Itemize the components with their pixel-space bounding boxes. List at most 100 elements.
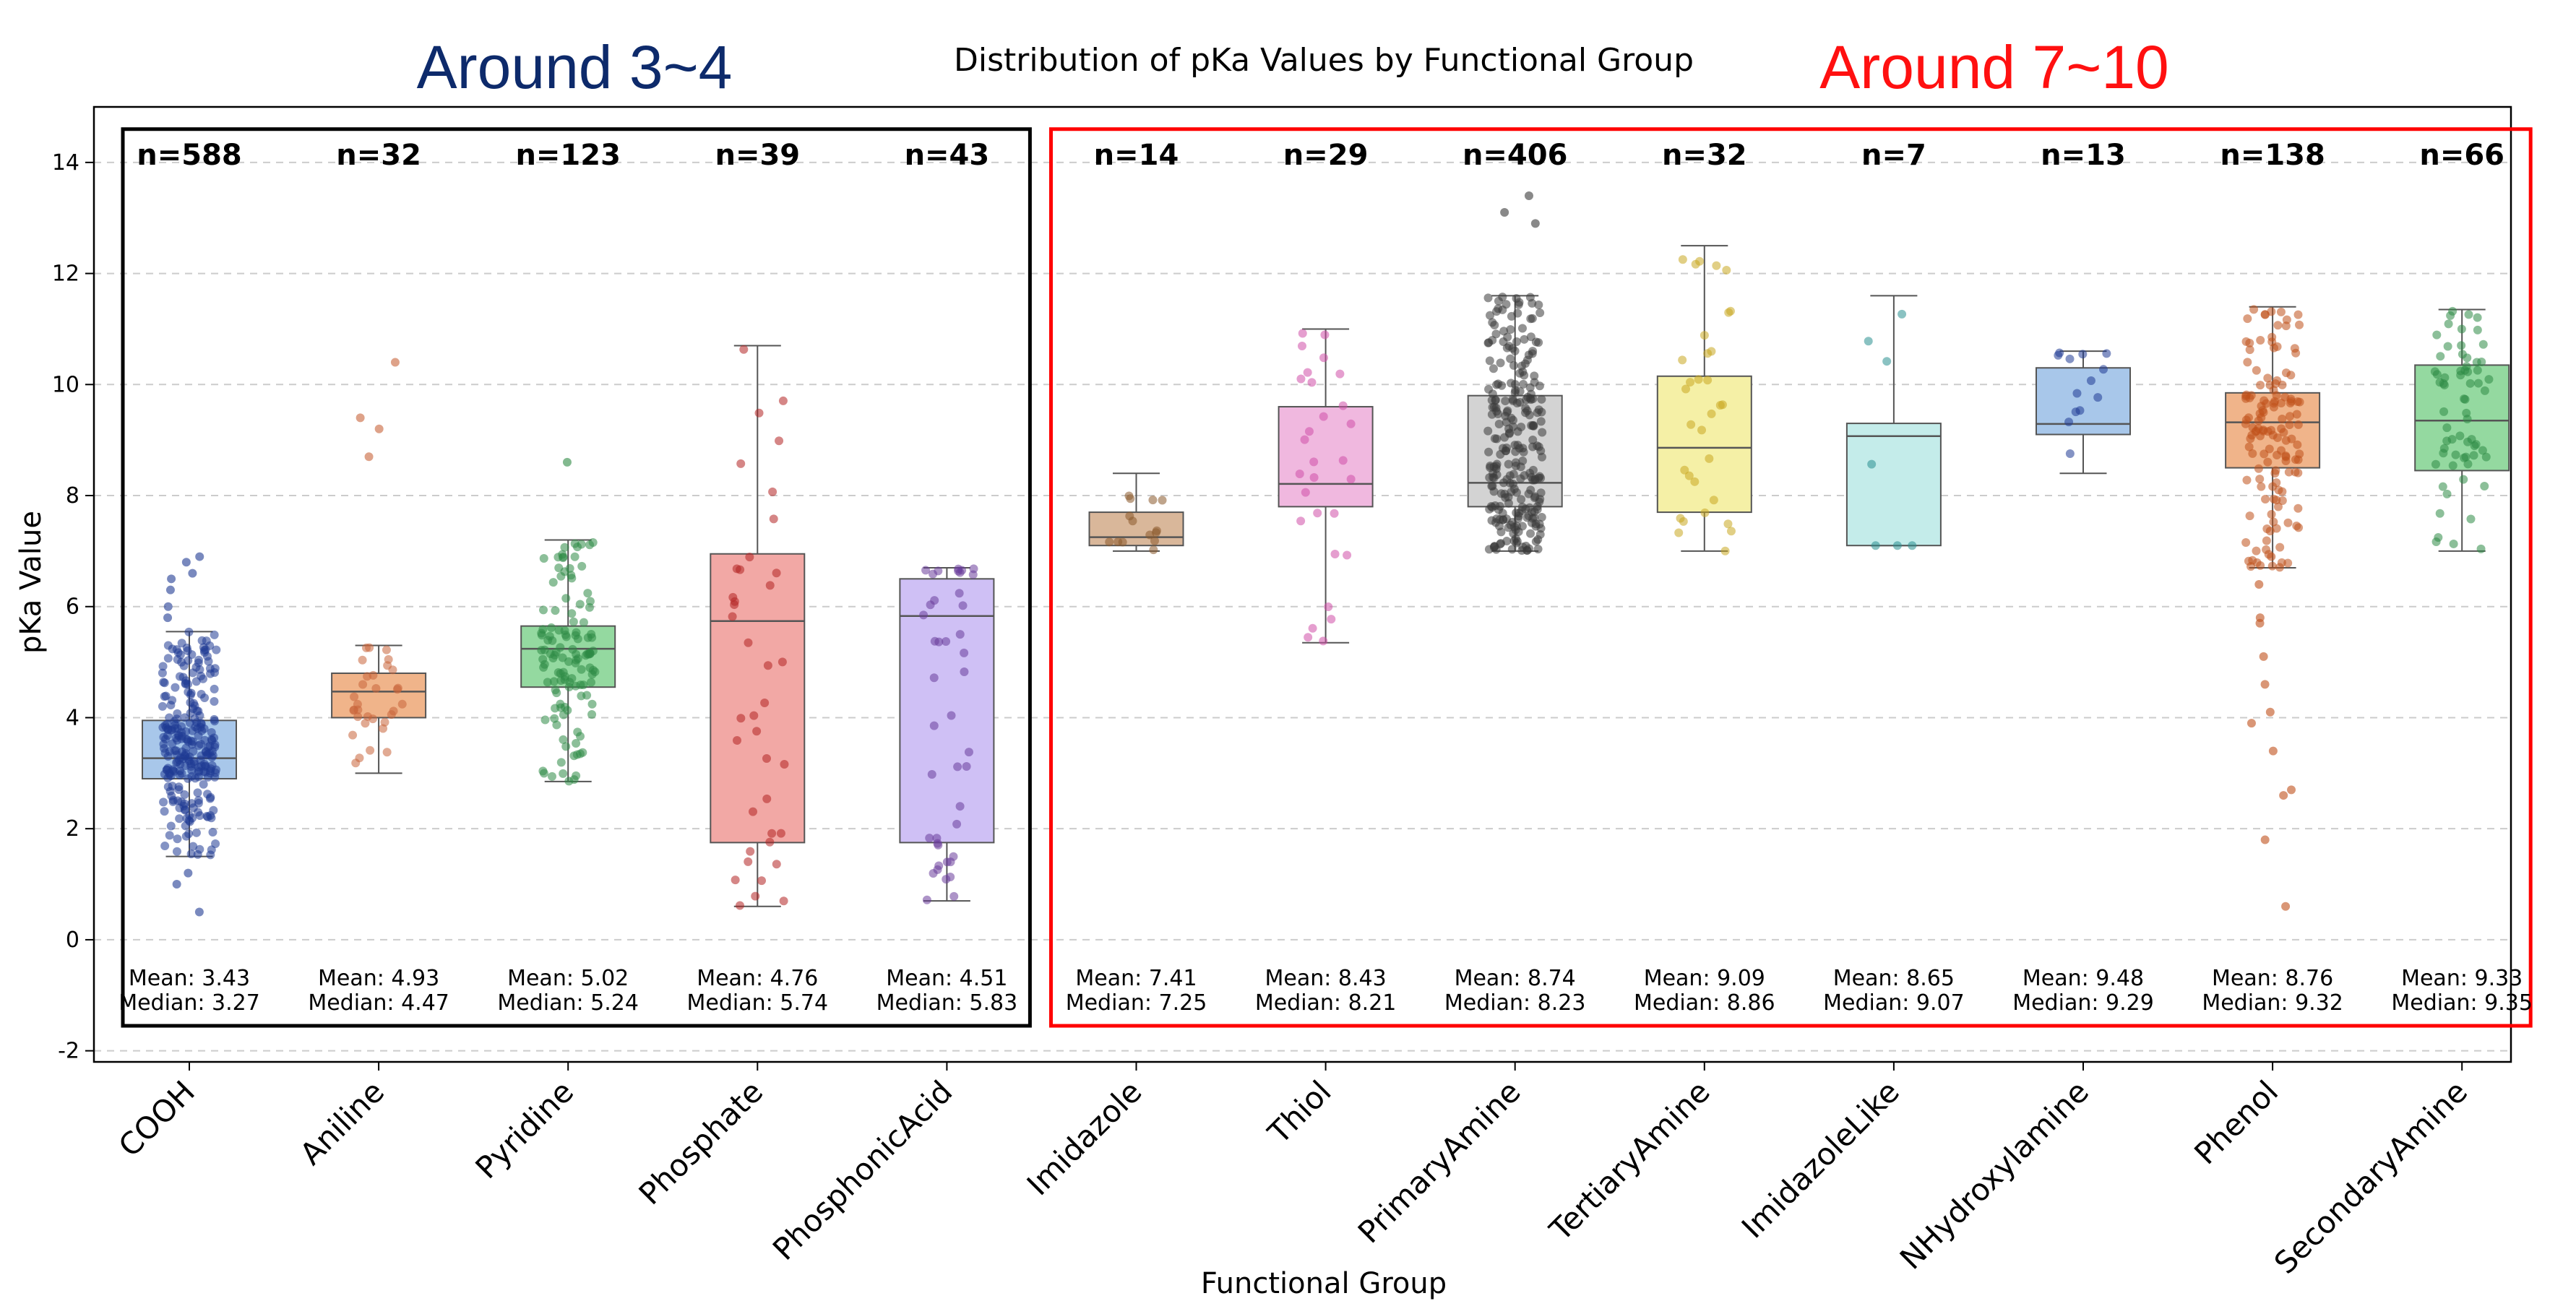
x-axis-title: Functional Group (1201, 1267, 1447, 1300)
data-point (189, 747, 198, 756)
data-point (767, 829, 777, 838)
data-point (564, 777, 574, 786)
data-point (212, 645, 221, 654)
outlier-point (188, 569, 197, 578)
x-tick-label: Aniline (293, 1073, 392, 1172)
data-point (160, 807, 169, 816)
data-point (1531, 337, 1541, 347)
data-point (1309, 473, 1319, 483)
data-point (1723, 519, 1733, 529)
data-point (211, 839, 220, 849)
data-point (197, 751, 206, 761)
data-point (1525, 293, 1535, 302)
data-point (2269, 517, 2278, 527)
data-point (2295, 397, 2304, 407)
data-point (1703, 376, 1713, 385)
data-point (2255, 475, 2265, 484)
data-point (538, 625, 548, 634)
data-point (2262, 399, 2271, 408)
data-point (1313, 509, 1322, 518)
outlier-point (2255, 613, 2265, 623)
data-point (1707, 409, 1716, 418)
outlier-point (163, 613, 173, 623)
outlier-point (167, 574, 176, 584)
data-point (2295, 449, 2304, 459)
data-point (559, 735, 568, 744)
annotation-box (1049, 127, 2533, 1028)
outlier-point (1500, 208, 1509, 217)
data-point (192, 718, 202, 727)
data-point (1124, 491, 1134, 501)
data-point (1504, 459, 1513, 469)
data-point (1522, 395, 1531, 405)
x-tick-label: SecondaryAmine (2267, 1073, 2475, 1281)
data-point (160, 678, 169, 688)
data-point (166, 821, 176, 831)
x-tick-label: COOH (112, 1073, 202, 1163)
data-point (1525, 410, 1534, 420)
outlier-point (364, 452, 374, 462)
data-point (186, 690, 195, 699)
data-point (1687, 420, 1696, 429)
data-point (2065, 449, 2075, 459)
data-point (960, 667, 969, 677)
data-point (2448, 461, 2457, 470)
data-point (187, 771, 197, 781)
data-point (1510, 346, 1520, 355)
data-point (958, 601, 968, 610)
data-point (573, 543, 582, 552)
data-point (1496, 358, 1505, 368)
data-point (2267, 561, 2277, 571)
data-point (194, 767, 204, 777)
data-point (194, 808, 203, 817)
median-label: Median: 9.35 (2391, 990, 2533, 1016)
data-point (777, 657, 787, 667)
mean-label: Mean: 4.76 (697, 966, 818, 991)
data-point (934, 566, 943, 576)
chart-title: Distribution of pKa Values by Functional… (954, 42, 1694, 79)
data-point (930, 596, 939, 605)
data-point (2287, 397, 2296, 406)
data-point (573, 634, 582, 644)
data-point (559, 769, 568, 778)
data-point (1530, 371, 1539, 381)
mean-label: Mean: 9.48 (2023, 966, 2144, 991)
outlier-point (184, 868, 193, 878)
data-point (191, 828, 201, 837)
data-point (2285, 420, 2294, 430)
data-point (177, 657, 186, 667)
data-point (2273, 451, 2282, 460)
data-point (2252, 366, 2261, 375)
data-point (2064, 418, 2074, 427)
data-point (1309, 457, 1319, 467)
data-point (946, 872, 955, 881)
data-point (193, 788, 202, 798)
data-point (2287, 434, 2296, 444)
n-count-label: n=138 (2220, 139, 2325, 172)
y-tick-label: 8 (66, 483, 79, 509)
data-point (942, 637, 951, 647)
data-point (925, 834, 934, 843)
data-point (765, 837, 775, 847)
data-point (187, 650, 197, 660)
data-point (210, 668, 219, 678)
data-point (1517, 495, 1526, 504)
n-count-label: n=406 (1463, 139, 1568, 172)
data-point (1681, 384, 1691, 394)
data-point (2448, 306, 2457, 316)
annotation-label: Around 3~4 (417, 33, 733, 101)
y-axis-title: pKa Value (14, 511, 48, 654)
data-point (1502, 300, 1511, 309)
y-tick-label: 0 (66, 928, 79, 953)
data-point (158, 701, 167, 711)
data-point (1864, 337, 1873, 346)
box (1088, 511, 1184, 547)
box (710, 553, 806, 844)
data-point (1512, 488, 1521, 497)
data-point (163, 782, 173, 792)
data-point (1537, 452, 1546, 462)
n-count-label: n=14 (1094, 139, 1179, 172)
data-point (2473, 366, 2482, 375)
median-label: Median: 3.27 (119, 990, 260, 1016)
